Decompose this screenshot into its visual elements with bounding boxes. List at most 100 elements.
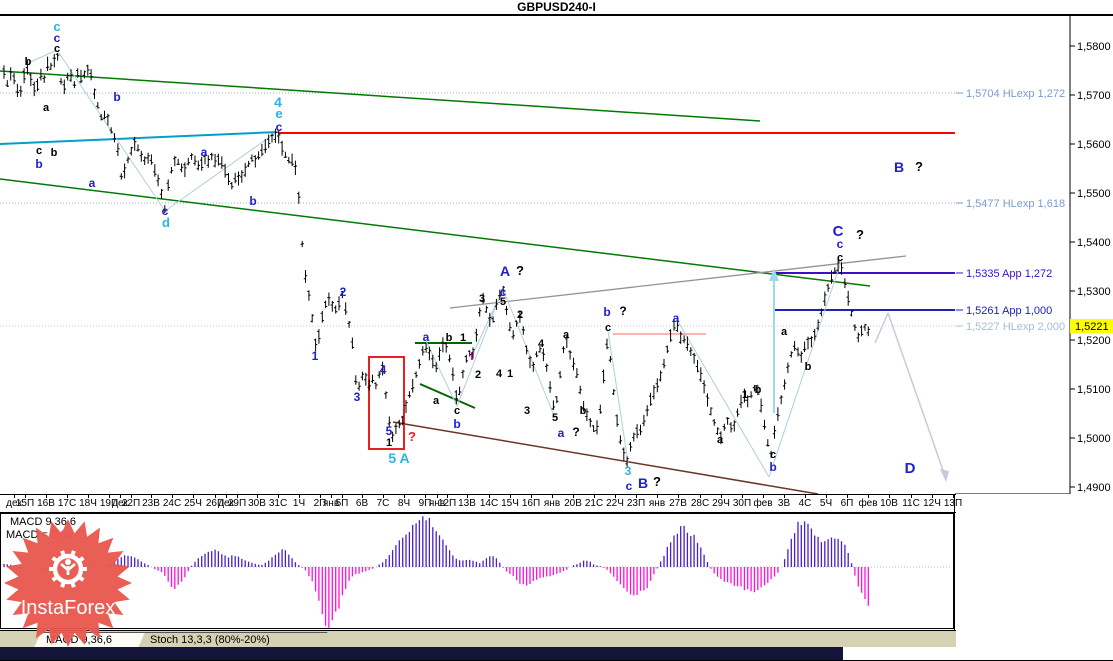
y-axis-tick: 1,5700: [1077, 90, 1111, 102]
wave-label: 4: [274, 94, 282, 110]
y-axis-tick: 1,5500: [1077, 188, 1111, 200]
x-axis-tick: 8Ч: [397, 498, 411, 509]
macd-indicator-panel[interactable]: MACD 9,36,6 MACD = 0,00: [0, 513, 954, 629]
wave-label: d: [162, 215, 170, 230]
y-axis-tick: 1,5300: [1077, 286, 1111, 298]
wave-label: 5: [552, 412, 558, 424]
x-axis-tick: 12Ч: [923, 498, 941, 509]
x-axis-tick: янв: [322, 498, 340, 509]
logo-text: InstaForex: [21, 597, 115, 619]
x-axis-tick: 27В: [669, 498, 687, 509]
wave-label: a: [781, 326, 788, 338]
level-label: 1,5335 App 1,272: [966, 268, 1052, 280]
wave-label: 1: [742, 389, 748, 401]
x-axis-tick: фев: [858, 498, 878, 509]
x-axis-tick: 6В: [355, 498, 369, 509]
wave-label: b: [755, 384, 762, 396]
wave-label: c: [53, 19, 60, 34]
x-axis-tick: 5Ч: [819, 498, 833, 509]
level-label: 1,5704 HLexp 1,272: [966, 88, 1065, 100]
wave-label: e: [275, 106, 282, 121]
wave-label: B: [638, 475, 648, 491]
wave-label: 5: [500, 296, 506, 308]
y-axis-tick: 1,4900: [1077, 482, 1111, 494]
wave-label: b: [769, 460, 776, 474]
panel-right-border: [954, 494, 955, 630]
wave-label: a: [43, 102, 50, 114]
indicator-tab-stoch[interactable]: Stoch 13,3,3 (80%-20%): [138, 632, 334, 648]
y-axis-tick: 1,5600: [1077, 139, 1111, 151]
wave-label: 3: [354, 390, 361, 404]
wave-label: a: [433, 395, 440, 407]
wave-label: b: [453, 417, 460, 431]
level-label: 1,5261 App 1,000: [966, 305, 1052, 317]
wave-label: c: [36, 145, 42, 157]
wave-label: 5 A: [388, 450, 409, 466]
wave-label: ?: [915, 159, 923, 174]
wave-label: a: [558, 426, 565, 440]
wave-label: c: [500, 285, 507, 299]
wave-label: 1: [386, 437, 392, 449]
wave-label: c: [626, 479, 633, 493]
wave-label: c: [837, 252, 843, 264]
wave-label: 2: [340, 285, 347, 299]
wave-label: a: [717, 434, 724, 446]
x-axis-tick: 16В: [37, 498, 55, 509]
wave-label: 4: [380, 363, 387, 377]
wave-label: a: [89, 176, 96, 190]
x-axis-tick: 2П: [313, 498, 327, 509]
wave-label: b: [249, 194, 256, 208]
wave-label: c: [770, 449, 776, 461]
x-axis-tick: 21С: [584, 498, 604, 509]
y-axis-tick: 1,5000: [1077, 433, 1111, 445]
x-axis-tick: 11С: [902, 498, 920, 509]
wave-label: 3: [524, 405, 530, 417]
wave-label: b: [113, 90, 120, 104]
x-axis-tick: 10В: [880, 498, 898, 509]
wave-label: 2: [475, 369, 481, 381]
wave-label: B: [894, 159, 904, 175]
x-axis-tick: 1Ч: [292, 498, 306, 509]
wave-label: ?: [619, 304, 626, 318]
wave-label: c: [54, 43, 60, 55]
person-icon: [60, 559, 76, 575]
x-axis-tick: 9П: [418, 498, 432, 509]
x-axis-tick: 16П: [521, 498, 541, 509]
wave-label: a: [201, 145, 208, 159]
x-axis-tick: янв: [648, 498, 666, 509]
wave-label: c: [605, 322, 611, 334]
indicator-tab-strip: MACD 9,36,6 Stoch 13,3,3 (80%-20%): [0, 630, 956, 647]
x-axis-tick: 17С: [57, 498, 77, 509]
wave-label: 3: [479, 293, 485, 305]
x-axis-tick: дек: [218, 498, 234, 509]
x-axis-tick: 31С: [268, 498, 288, 509]
wave-label: c: [276, 120, 283, 134]
y-axis-tick: 1,5800: [1077, 41, 1111, 53]
wave-label: 2: [517, 309, 523, 321]
time-axis[interactable]: дек 15П 16В 17С 18Ч 19П дек 22П 23В 24С 25Ч 26П дек 2…: [0, 494, 962, 513]
wave-label: b: [805, 361, 812, 373]
wave-label: C: [833, 223, 844, 240]
x-axis-tick: 29Ч: [712, 498, 730, 509]
macd-indicator-name: MACD 9,36,6: [10, 516, 77, 528]
x-axis-tick: 22Ч: [606, 498, 624, 509]
wave-label: c: [54, 31, 61, 45]
wave-label: 5: [386, 424, 393, 438]
x-axis-tick: 30В: [248, 498, 266, 509]
x-axis-tick: 28С: [690, 498, 710, 509]
wave-label: b: [51, 147, 58, 159]
x-axis-tick: дек: [6, 498, 22, 509]
x-axis-tick: 7С: [376, 498, 390, 509]
wave-label: ?: [516, 263, 524, 278]
x-axis-tick: дек: [112, 498, 128, 509]
wave-label: 4: [538, 338, 545, 350]
wave-label: a: [423, 330, 430, 344]
x-axis-tick: 23П: [626, 498, 646, 509]
wave-label: 1: [507, 368, 513, 380]
main-price-chart[interactable]: 1,5704 HLexp 1,272 1,5477 HLexp 1,618 1,53…: [0, 16, 1113, 494]
x-axis-tick: 13П: [943, 498, 963, 509]
x-axis-tick: 20В: [564, 498, 582, 509]
wave-label: b: [25, 56, 32, 68]
wave-label: 1: [312, 349, 319, 363]
